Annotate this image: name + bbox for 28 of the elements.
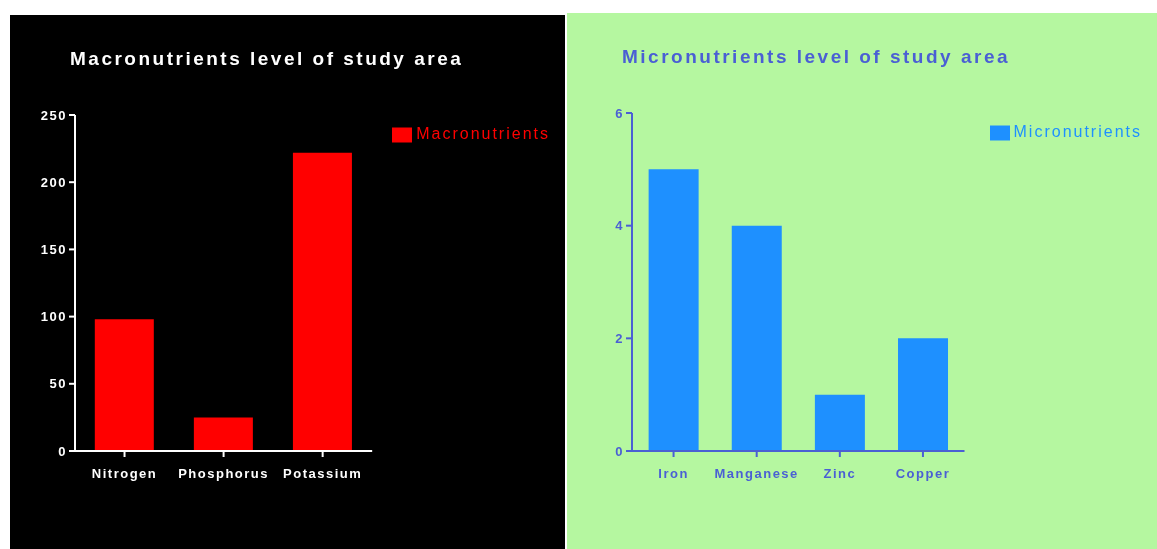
- x-tick-label: Iron: [658, 466, 689, 482]
- x-tick-label: Copper: [895, 466, 951, 482]
- x-tick-label: Phosphorus: [178, 466, 270, 482]
- legend-label: Micronutrients: [1013, 123, 1142, 140]
- y-tick-label: 2: [615, 330, 624, 346]
- y-tick-label: 150: [40, 242, 67, 258]
- chart-title: Macronutrients level of study area: [70, 48, 464, 70]
- y-tick-label: 0: [615, 443, 624, 459]
- bar: [648, 169, 699, 451]
- bar: [731, 225, 782, 451]
- x-tick-label: Manganese: [714, 466, 799, 482]
- y-tick-label: 0: [58, 443, 67, 459]
- legend-label: Macronutrients: [416, 125, 550, 142]
- y-tick-label: 200: [40, 174, 67, 190]
- y-tick-label: 6: [615, 105, 624, 121]
- y-tick-label: 50: [49, 376, 67, 392]
- x-tick-label: Potassium: [283, 466, 363, 482]
- bar: [292, 152, 352, 451]
- bar: [94, 319, 154, 451]
- y-tick-label: 100: [40, 309, 67, 325]
- y-tick-label: 250: [40, 107, 67, 123]
- bar: [814, 394, 865, 451]
- chart-title: Micronutrients level of study area: [622, 46, 1011, 68]
- x-tick-label: Nitrogen: [91, 466, 158, 482]
- x-tick-label: Zinc: [823, 466, 857, 482]
- y-tick-label: 4: [615, 218, 624, 234]
- bar: [193, 417, 253, 451]
- bar: [898, 338, 949, 451]
